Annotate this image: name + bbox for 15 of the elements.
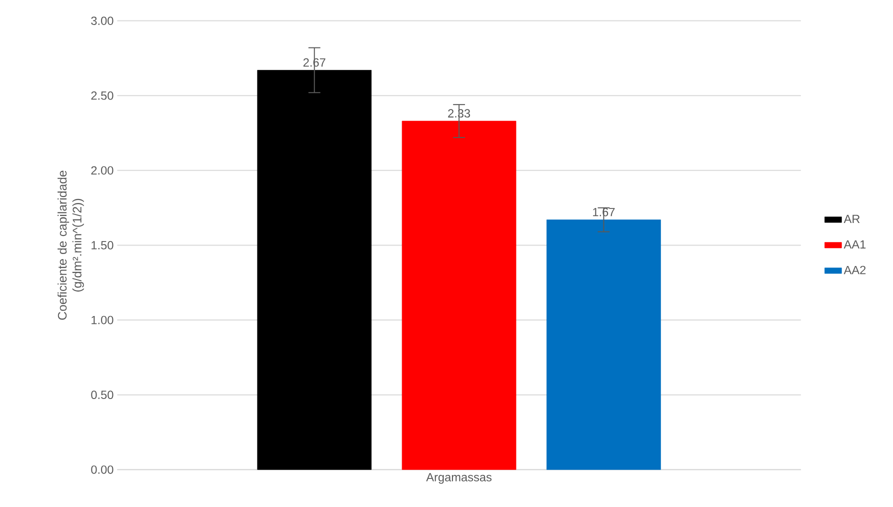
y-tick-label: 1.50 (92, 240, 114, 250)
y-tick-label: 2.50 (91, 91, 114, 100)
x-tick-label: Argamassas (426, 472, 492, 484)
legend-label: AA1 (844, 240, 866, 248)
y-axis-title: Coeficiente de capilaridade (g/dm².min^(1/2)) (58, 170, 84, 320)
y-tick-label: 2.00 (91, 166, 114, 174)
legend-label: AR (844, 214, 860, 223)
bar (402, 120, 516, 470)
y-tick-label: 0.50 (91, 390, 114, 399)
bar (546, 219, 661, 470)
legend-label: AA2 (844, 266, 866, 274)
y-tick-label: 0.00 (91, 465, 114, 474)
bar (257, 70, 372, 470)
y-tick-label: 1.00 (92, 316, 114, 324)
y-tick-label: 3.00 (91, 16, 114, 25)
